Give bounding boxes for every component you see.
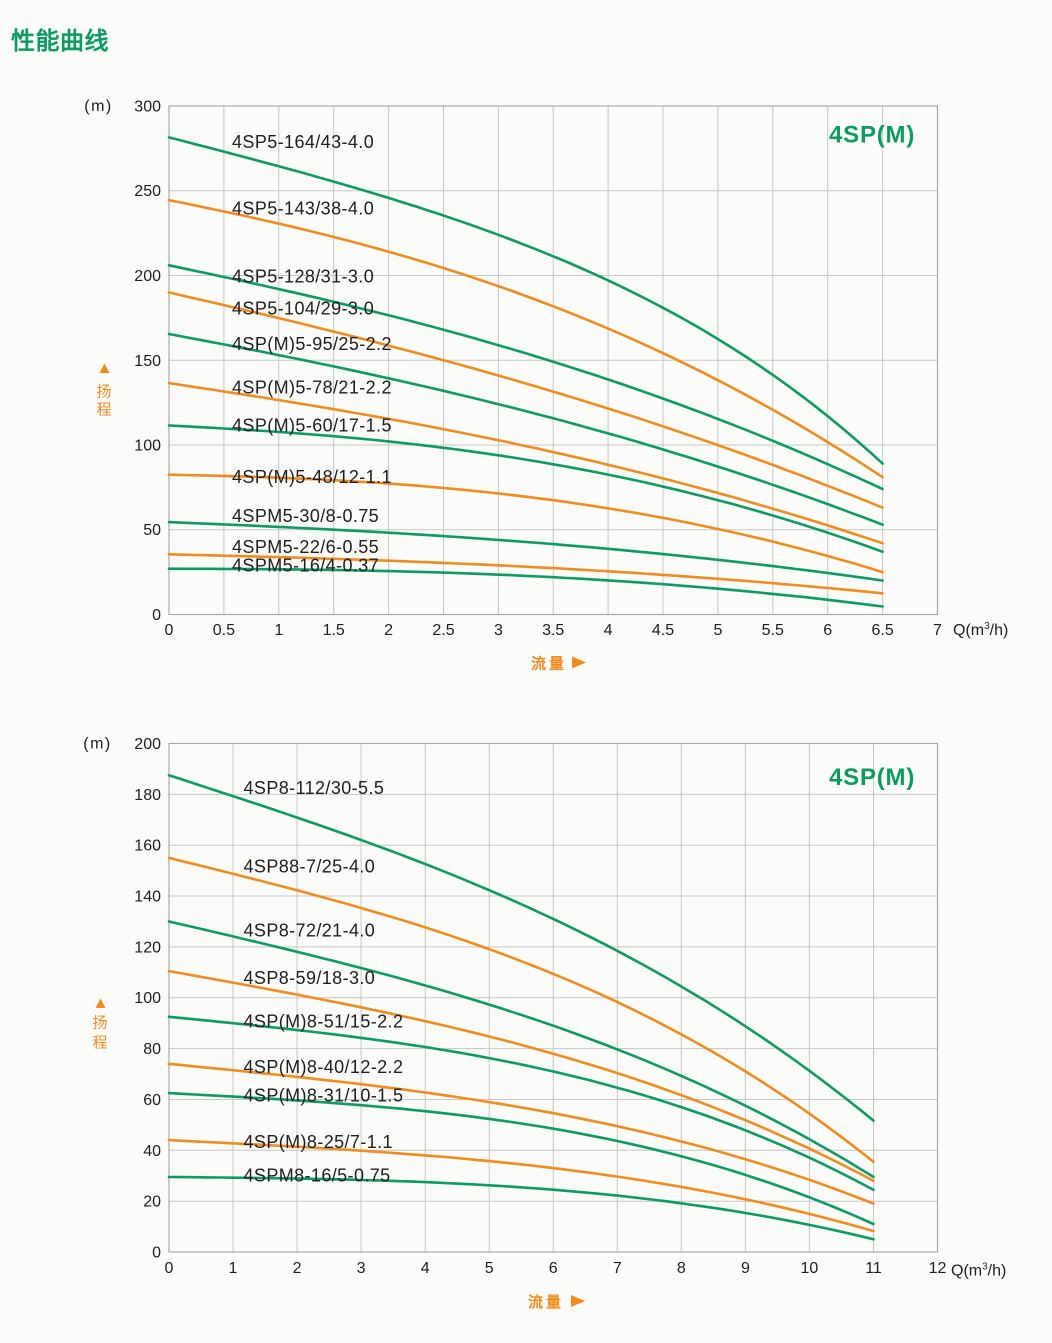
svg-text:9: 9: [741, 1260, 750, 1277]
svg-text:0: 0: [165, 1260, 174, 1277]
svg-text:1: 1: [229, 1260, 238, 1277]
svg-text:8: 8: [677, 1260, 686, 1277]
svg-text:4SP(M)5-95/25-2.2: 4SP(M)5-95/25-2.2: [232, 334, 392, 354]
svg-text:4SP(M): 4SP(M): [829, 764, 915, 791]
svg-text:流量: 流量: [531, 655, 567, 673]
svg-text:250: 250: [134, 183, 161, 200]
svg-text:120: 120: [134, 939, 161, 956]
svg-text:6: 6: [549, 1260, 558, 1277]
svg-text:1: 1: [274, 622, 283, 639]
svg-text:6.5: 6.5: [871, 622, 893, 639]
svg-text:4: 4: [421, 1260, 430, 1277]
svg-text:2.5: 2.5: [432, 622, 454, 639]
svg-text:4SP5-143/38-4.0: 4SP5-143/38-4.0: [232, 198, 374, 218]
svg-text:3: 3: [357, 1260, 366, 1277]
svg-text:100: 100: [134, 438, 161, 455]
svg-text:300: 300: [134, 99, 161, 116]
svg-text:7: 7: [933, 622, 942, 639]
svg-text:(m): (m): [84, 98, 112, 115]
svg-text:4SPM8-16/5-0.75: 4SPM8-16/5-0.75: [244, 1166, 391, 1186]
svg-text:4SP8-59/18-3.0: 4SP8-59/18-3.0: [244, 968, 376, 988]
svg-text:6: 6: [823, 622, 832, 639]
svg-text:0: 0: [152, 607, 161, 624]
svg-text:4SP5-128/31-3.0: 4SP5-128/31-3.0: [232, 267, 374, 287]
svg-text:5.5: 5.5: [762, 622, 784, 639]
svg-text:扬: 扬: [96, 384, 111, 401]
svg-text:2: 2: [384, 622, 393, 639]
svg-text:160: 160: [134, 838, 161, 855]
svg-text:程: 程: [92, 1035, 107, 1052]
svg-text:0: 0: [165, 622, 174, 639]
svg-text:180: 180: [134, 787, 161, 804]
svg-text:4: 4: [604, 622, 613, 639]
svg-text:4SPM5-22/6-0.55: 4SPM5-22/6-0.55: [232, 537, 379, 557]
svg-text:20: 20: [143, 1194, 161, 1211]
svg-text:200: 200: [134, 268, 161, 285]
svg-text:1.5: 1.5: [323, 622, 345, 639]
svg-text:4SP(M)8-31/10-1.5: 4SP(M)8-31/10-1.5: [244, 1086, 404, 1106]
svg-text:4SP(M)8-51/15-2.2: 4SP(M)8-51/15-2.2: [244, 1012, 404, 1032]
svg-text:12: 12: [929, 1260, 947, 1277]
svg-text:5: 5: [713, 622, 722, 639]
svg-text:2: 2: [293, 1260, 302, 1277]
svg-text:140: 140: [134, 889, 161, 906]
svg-text:4SPM5-30/8-0.75: 4SPM5-30/8-0.75: [232, 506, 379, 526]
svg-text:扬: 扬: [92, 1015, 107, 1032]
svg-text:100: 100: [134, 990, 161, 1007]
svg-text:4SP(M): 4SP(M): [829, 122, 915, 149]
svg-text:4SP88-7/25-4.0: 4SP88-7/25-4.0: [244, 857, 376, 877]
svg-text:流量: 流量: [528, 1293, 564, 1311]
svg-text:4SP(M)8-25/7-1.1: 4SP(M)8-25/7-1.1: [244, 1132, 393, 1152]
svg-text:4SP8-112/30-5.5: 4SP8-112/30-5.5: [244, 778, 385, 798]
svg-text:4SP(M)5-48/12-1.1: 4SP(M)5-48/12-1.1: [232, 467, 392, 487]
svg-text:200: 200: [134, 736, 161, 753]
svg-text:4SP8-72/21-4.0: 4SP8-72/21-4.0: [244, 921, 376, 941]
svg-text:3.5: 3.5: [542, 622, 564, 639]
svg-text:4SP5-164/43-4.0: 4SP5-164/43-4.0: [232, 132, 374, 152]
svg-text:4SP5-104/29-3.0: 4SP5-104/29-3.0: [232, 298, 374, 318]
svg-text:性能曲线: 性能曲线: [11, 27, 109, 55]
svg-text:0.5: 0.5: [213, 622, 235, 639]
svg-text:4SP(M)5-60/17-1.5: 4SP(M)5-60/17-1.5: [232, 416, 392, 436]
svg-text:4SPM5-16/4-0.37: 4SPM5-16/4-0.37: [232, 555, 379, 575]
svg-text:150: 150: [134, 353, 161, 370]
svg-text:11: 11: [865, 1260, 882, 1277]
svg-text:Q(m3/h): Q(m3/h): [953, 621, 1008, 639]
svg-text:60: 60: [143, 1092, 161, 1109]
svg-text:0: 0: [152, 1245, 161, 1262]
svg-text:(m): (m): [83, 736, 111, 753]
svg-text:4SP(M)5-78/21-2.2: 4SP(M)5-78/21-2.2: [232, 378, 392, 398]
svg-text:40: 40: [143, 1143, 161, 1160]
svg-text:Q(m3/h): Q(m3/h): [951, 1262, 1006, 1280]
svg-text:10: 10: [801, 1260, 819, 1277]
svg-text:7: 7: [613, 1260, 622, 1277]
svg-text:50: 50: [143, 522, 161, 539]
svg-text:80: 80: [143, 1041, 161, 1058]
svg-text:4.5: 4.5: [652, 622, 674, 639]
svg-text:3: 3: [494, 622, 503, 639]
svg-text:程: 程: [96, 402, 111, 419]
svg-text:5: 5: [485, 1260, 494, 1277]
svg-text:4SP(M)8-40/12-2.2: 4SP(M)8-40/12-2.2: [244, 1057, 404, 1077]
